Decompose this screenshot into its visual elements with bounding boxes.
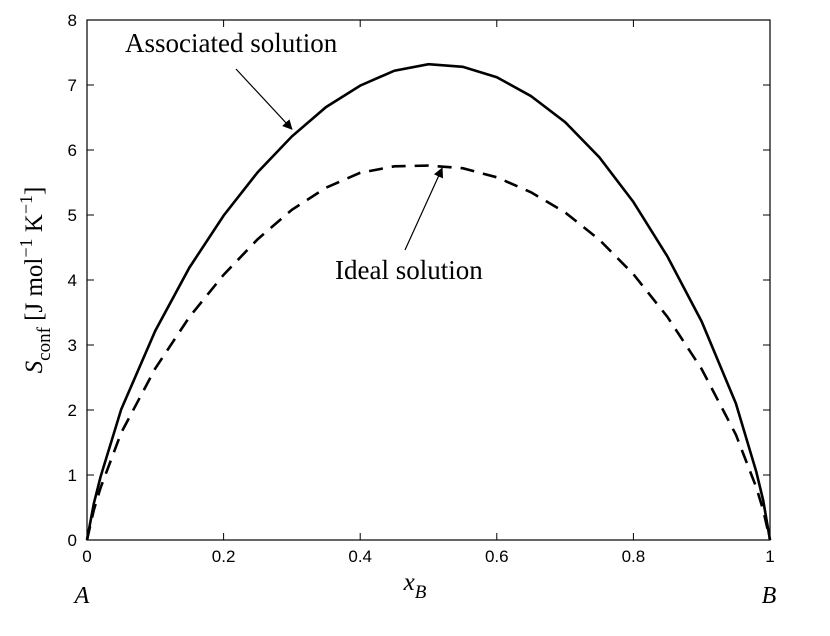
y-axis-title-sup1: −1	[16, 238, 36, 257]
y-axis-title-unit-close: ]	[21, 187, 48, 195]
ideal-solution-curve	[85, 164, 772, 541]
y-tick-label: 8	[68, 11, 77, 30]
x-tick-label: 0.2	[212, 547, 236, 566]
y-axis-title: Sconf [J mol−1 K−1]	[16, 187, 55, 374]
y-ticks: 0 1 2 3 4 5 6 7 8	[68, 11, 770, 550]
y-tick-label: 1	[68, 466, 77, 485]
annotation-layer: Associated solution Ideal solution	[125, 28, 483, 285]
y-tick-label: 6	[68, 141, 77, 160]
annotation-ideal-label: Ideal solution	[335, 255, 483, 285]
x-axis-title-sub: B	[415, 582, 427, 603]
annotation-associated-label: Associated solution	[125, 28, 338, 58]
y-tick-label: 5	[68, 206, 77, 225]
y-tick-label: 4	[68, 271, 77, 290]
corner-label-left: A	[73, 583, 90, 609]
y-tick-label: 0	[68, 531, 77, 550]
y-axis-title-sub: conf	[34, 326, 55, 360]
x-tick-label: 0	[82, 547, 91, 566]
corner-label-right: B	[762, 583, 777, 609]
y-tick-label: 2	[68, 401, 77, 420]
x-axis-title-main: x	[403, 569, 415, 596]
y-axis-title-sup2: −1	[16, 195, 36, 214]
annotation-ideal-arrow	[404, 167, 443, 251]
x-tick-label: 0.4	[348, 547, 372, 566]
y-axis-title-unit-mid: K	[21, 214, 48, 238]
y-tick-label: 7	[68, 76, 77, 95]
x-ticks: 0 0.2 0.4 0.6 0.8 1	[82, 20, 775, 566]
x-tick-label: 0.6	[485, 547, 509, 566]
x-axis-title: xB	[403, 569, 427, 603]
series-layer	[85, 62, 772, 541]
annotation-associated-arrow	[235, 68, 293, 130]
y-axis-title-main: S	[21, 360, 48, 373]
x-tick-label: 0.8	[622, 547, 646, 566]
y-axis-title-unit-open: [J mol	[21, 258, 48, 328]
x-tick-label: 1	[765, 547, 774, 566]
associated-solution-curve	[85, 62, 772, 541]
y-tick-label: 3	[68, 336, 77, 355]
